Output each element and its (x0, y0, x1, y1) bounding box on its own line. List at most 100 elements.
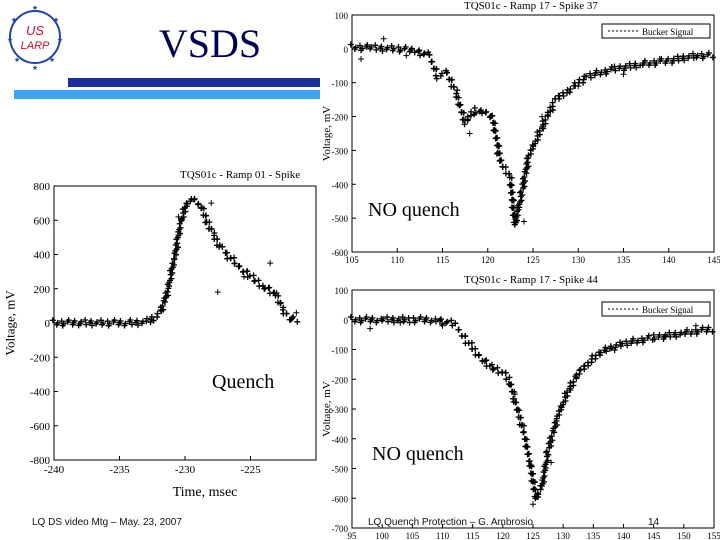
data-point (492, 135, 499, 142)
data-point (347, 314, 354, 321)
data-point (544, 111, 551, 118)
data-point (567, 86, 574, 93)
data-point (573, 374, 580, 381)
x-tick-label: 105 (345, 255, 359, 265)
data-series (347, 314, 716, 508)
data-point (117, 318, 124, 324)
data-point (223, 249, 230, 256)
data-point (488, 361, 495, 368)
data-point (507, 189, 514, 196)
outlier-point (530, 501, 536, 508)
data-point (150, 317, 157, 324)
data-point (175, 244, 182, 251)
x-tick-label: 100 (375, 531, 389, 540)
data-point (280, 304, 287, 311)
data-point (506, 374, 513, 381)
data-point (380, 315, 387, 322)
plot-frame (53, 185, 317, 461)
y-tick-label: -500 (332, 214, 349, 224)
data-point (170, 255, 177, 262)
data-point (689, 50, 696, 57)
data-point (455, 94, 462, 101)
data-point (521, 174, 528, 181)
data-point (520, 429, 527, 436)
data-point (532, 140, 539, 147)
data-point (369, 314, 376, 321)
data-point (390, 45, 397, 52)
data-point (384, 44, 391, 51)
data-series (49, 195, 301, 329)
data-point (507, 381, 514, 388)
data-point (412, 317, 419, 324)
data-point (456, 102, 463, 109)
data-point (626, 60, 633, 67)
data-point (525, 154, 532, 161)
data-point (633, 64, 640, 71)
title-underline-light (14, 90, 320, 99)
y-tick-label: -100 (332, 79, 349, 89)
data-point (395, 315, 402, 322)
data-point (219, 243, 226, 250)
data-point (401, 316, 408, 323)
y-tick-label: -600 (332, 494, 349, 504)
data-point (705, 324, 712, 331)
data-point (452, 320, 459, 327)
data-point (462, 333, 469, 340)
data-point (154, 310, 161, 317)
outlier-point (380, 35, 387, 42)
data-point (83, 321, 90, 328)
data-point (544, 457, 551, 464)
data-point (428, 58, 435, 65)
data-point (379, 48, 386, 55)
data-point (553, 415, 560, 422)
data-point (368, 44, 375, 51)
svg-text:★: ★ (14, 56, 20, 64)
data-point (675, 57, 682, 64)
data-point (542, 467, 549, 474)
data-point (421, 50, 428, 57)
svg-text:★: ★ (7, 36, 13, 44)
data-point (516, 201, 523, 208)
y-tick-label: 100 (335, 11, 349, 21)
data-point (627, 64, 634, 71)
data-point (634, 337, 641, 344)
data-point (517, 188, 524, 195)
y-tick-label: -300 (332, 405, 349, 415)
data-point (290, 313, 297, 320)
data-point (443, 69, 450, 76)
data-point (436, 317, 443, 324)
data-point (408, 45, 415, 52)
data-point (586, 70, 593, 77)
plot-frame (351, 14, 715, 253)
chart-title: TQS01c - Ramp 17 - Spike 37 (464, 0, 598, 12)
data-point (653, 60, 660, 67)
legend-label: Bucker Signal (642, 27, 694, 37)
data-point (127, 316, 134, 323)
data-point (411, 49, 418, 56)
data-point (496, 157, 503, 164)
x-tick-label: 135 (617, 255, 631, 265)
data-point (174, 234, 181, 241)
outlier-point (358, 56, 365, 63)
chart-no-quench-top: TQS01c - Ramp 17 - Spike 37 100 0 -100 -200 -… (321, 0, 720, 265)
y-axis-label: Voltage, mV (321, 381, 333, 436)
outlier-point (273, 290, 280, 297)
annotation-label: Quench (212, 371, 274, 393)
outlier-point (293, 309, 300, 316)
data-point (656, 331, 663, 338)
logo-text-us: US (26, 23, 44, 38)
data-point (520, 422, 527, 429)
data-point (585, 362, 592, 369)
outlier-point (692, 322, 699, 329)
outlier-point (539, 113, 546, 120)
data-point (534, 490, 541, 497)
data-point (494, 364, 501, 371)
data-point (211, 229, 218, 236)
data-point (159, 302, 166, 309)
data-point (509, 197, 516, 204)
legend-label: Bucker Signal (642, 305, 694, 315)
data-point (417, 314, 424, 321)
x-tick-label: 140 (662, 255, 676, 265)
data-point (250, 272, 257, 279)
data-point (49, 317, 56, 324)
